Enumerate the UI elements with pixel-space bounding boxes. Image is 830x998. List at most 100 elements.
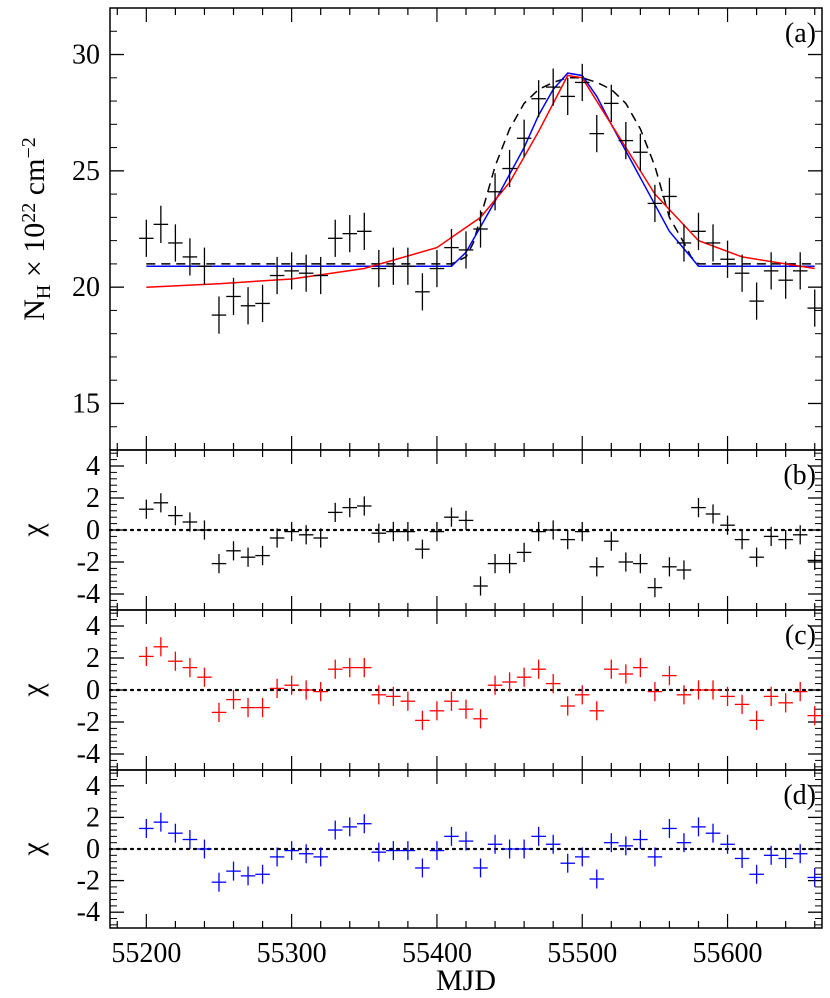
data-point xyxy=(342,215,358,253)
data-point xyxy=(589,869,605,889)
data-point xyxy=(705,504,721,524)
data-point xyxy=(211,296,227,334)
data-point xyxy=(139,646,154,666)
data-point xyxy=(662,557,677,577)
data-point xyxy=(284,522,299,542)
data-point xyxy=(269,847,285,867)
data-point xyxy=(168,823,183,843)
data-point xyxy=(487,675,503,695)
data-point xyxy=(792,682,808,702)
data-point xyxy=(269,528,285,548)
data-point xyxy=(531,826,546,846)
data-point xyxy=(691,680,706,700)
data-point xyxy=(574,685,590,705)
model-curve-dashed xyxy=(146,77,815,265)
data-point xyxy=(269,678,285,698)
y-axis-title: χ xyxy=(16,683,49,698)
data-point xyxy=(197,520,212,540)
data-point xyxy=(269,256,285,295)
data-point xyxy=(444,826,459,846)
data-point xyxy=(792,525,808,545)
data-point xyxy=(444,229,459,267)
data-point xyxy=(284,252,299,290)
data-point xyxy=(705,680,721,700)
data-point xyxy=(720,515,735,535)
y-tick-label: -4 xyxy=(77,897,100,928)
panel-label: (d) xyxy=(783,780,816,811)
data-point xyxy=(676,685,692,705)
data-point xyxy=(618,552,634,572)
y-tick-label: 2 xyxy=(86,483,100,514)
data-point xyxy=(604,531,619,551)
data-point xyxy=(618,121,634,160)
data-point xyxy=(153,637,169,657)
data-point xyxy=(357,814,372,834)
data-point xyxy=(705,823,721,843)
data-point xyxy=(415,710,430,730)
data-point xyxy=(807,706,822,726)
data-point xyxy=(618,836,634,856)
data-point xyxy=(502,672,517,692)
data-point xyxy=(633,554,648,574)
data-point xyxy=(792,844,808,864)
data-point xyxy=(589,115,605,153)
data-point xyxy=(574,847,590,867)
data-point xyxy=(458,231,474,269)
data-point xyxy=(168,651,183,671)
data-point xyxy=(327,820,343,840)
data-point xyxy=(139,219,154,257)
x-tick-label: 55400 xyxy=(402,938,472,969)
data-point xyxy=(313,528,328,548)
data-point xyxy=(545,68,561,106)
data-point xyxy=(298,525,314,545)
data-point xyxy=(560,77,575,116)
y-axis-title-part: 22 xyxy=(18,203,40,223)
x-tick-label: 55600 xyxy=(693,938,763,969)
y-tick-label: -2 xyxy=(77,547,100,578)
data-point xyxy=(560,853,575,873)
data-point xyxy=(211,702,227,722)
data-point xyxy=(545,520,561,540)
data-point xyxy=(313,682,328,702)
data-point xyxy=(386,686,401,706)
y-tick-label: 2 xyxy=(86,643,100,674)
data-point xyxy=(545,674,561,694)
y-axis-title-part: H xyxy=(33,285,55,299)
data-point xyxy=(298,844,314,864)
data-point xyxy=(473,858,488,878)
data-point xyxy=(444,507,459,527)
data-point xyxy=(226,861,241,881)
y-tick-label: 2 xyxy=(86,802,100,833)
data-point xyxy=(458,510,474,530)
data-point xyxy=(763,252,779,290)
x-tick-label: 55300 xyxy=(257,938,327,969)
model-curve-blue xyxy=(146,72,815,267)
data-point xyxy=(313,256,328,295)
data-point xyxy=(676,833,692,853)
data-point xyxy=(633,133,648,171)
panel-label: (b) xyxy=(783,460,816,491)
data-point xyxy=(400,841,416,861)
x-tick-label: 55200 xyxy=(111,938,181,969)
data-point xyxy=(458,831,474,851)
data-point xyxy=(386,841,401,861)
y-tick-label: -2 xyxy=(77,866,100,897)
data-point xyxy=(153,812,169,832)
data-point xyxy=(139,818,154,838)
data-point xyxy=(357,658,372,678)
data-point xyxy=(574,522,590,542)
data-point xyxy=(676,560,692,580)
data-point xyxy=(647,682,663,702)
data-point xyxy=(400,522,416,542)
y-tick-label: 30 xyxy=(72,40,100,71)
data-point xyxy=(429,841,445,861)
data-point xyxy=(633,658,648,678)
data-point xyxy=(589,701,605,721)
data-point xyxy=(516,839,532,859)
data-point xyxy=(807,867,822,887)
data-point xyxy=(778,849,793,868)
data-point xyxy=(749,710,764,730)
